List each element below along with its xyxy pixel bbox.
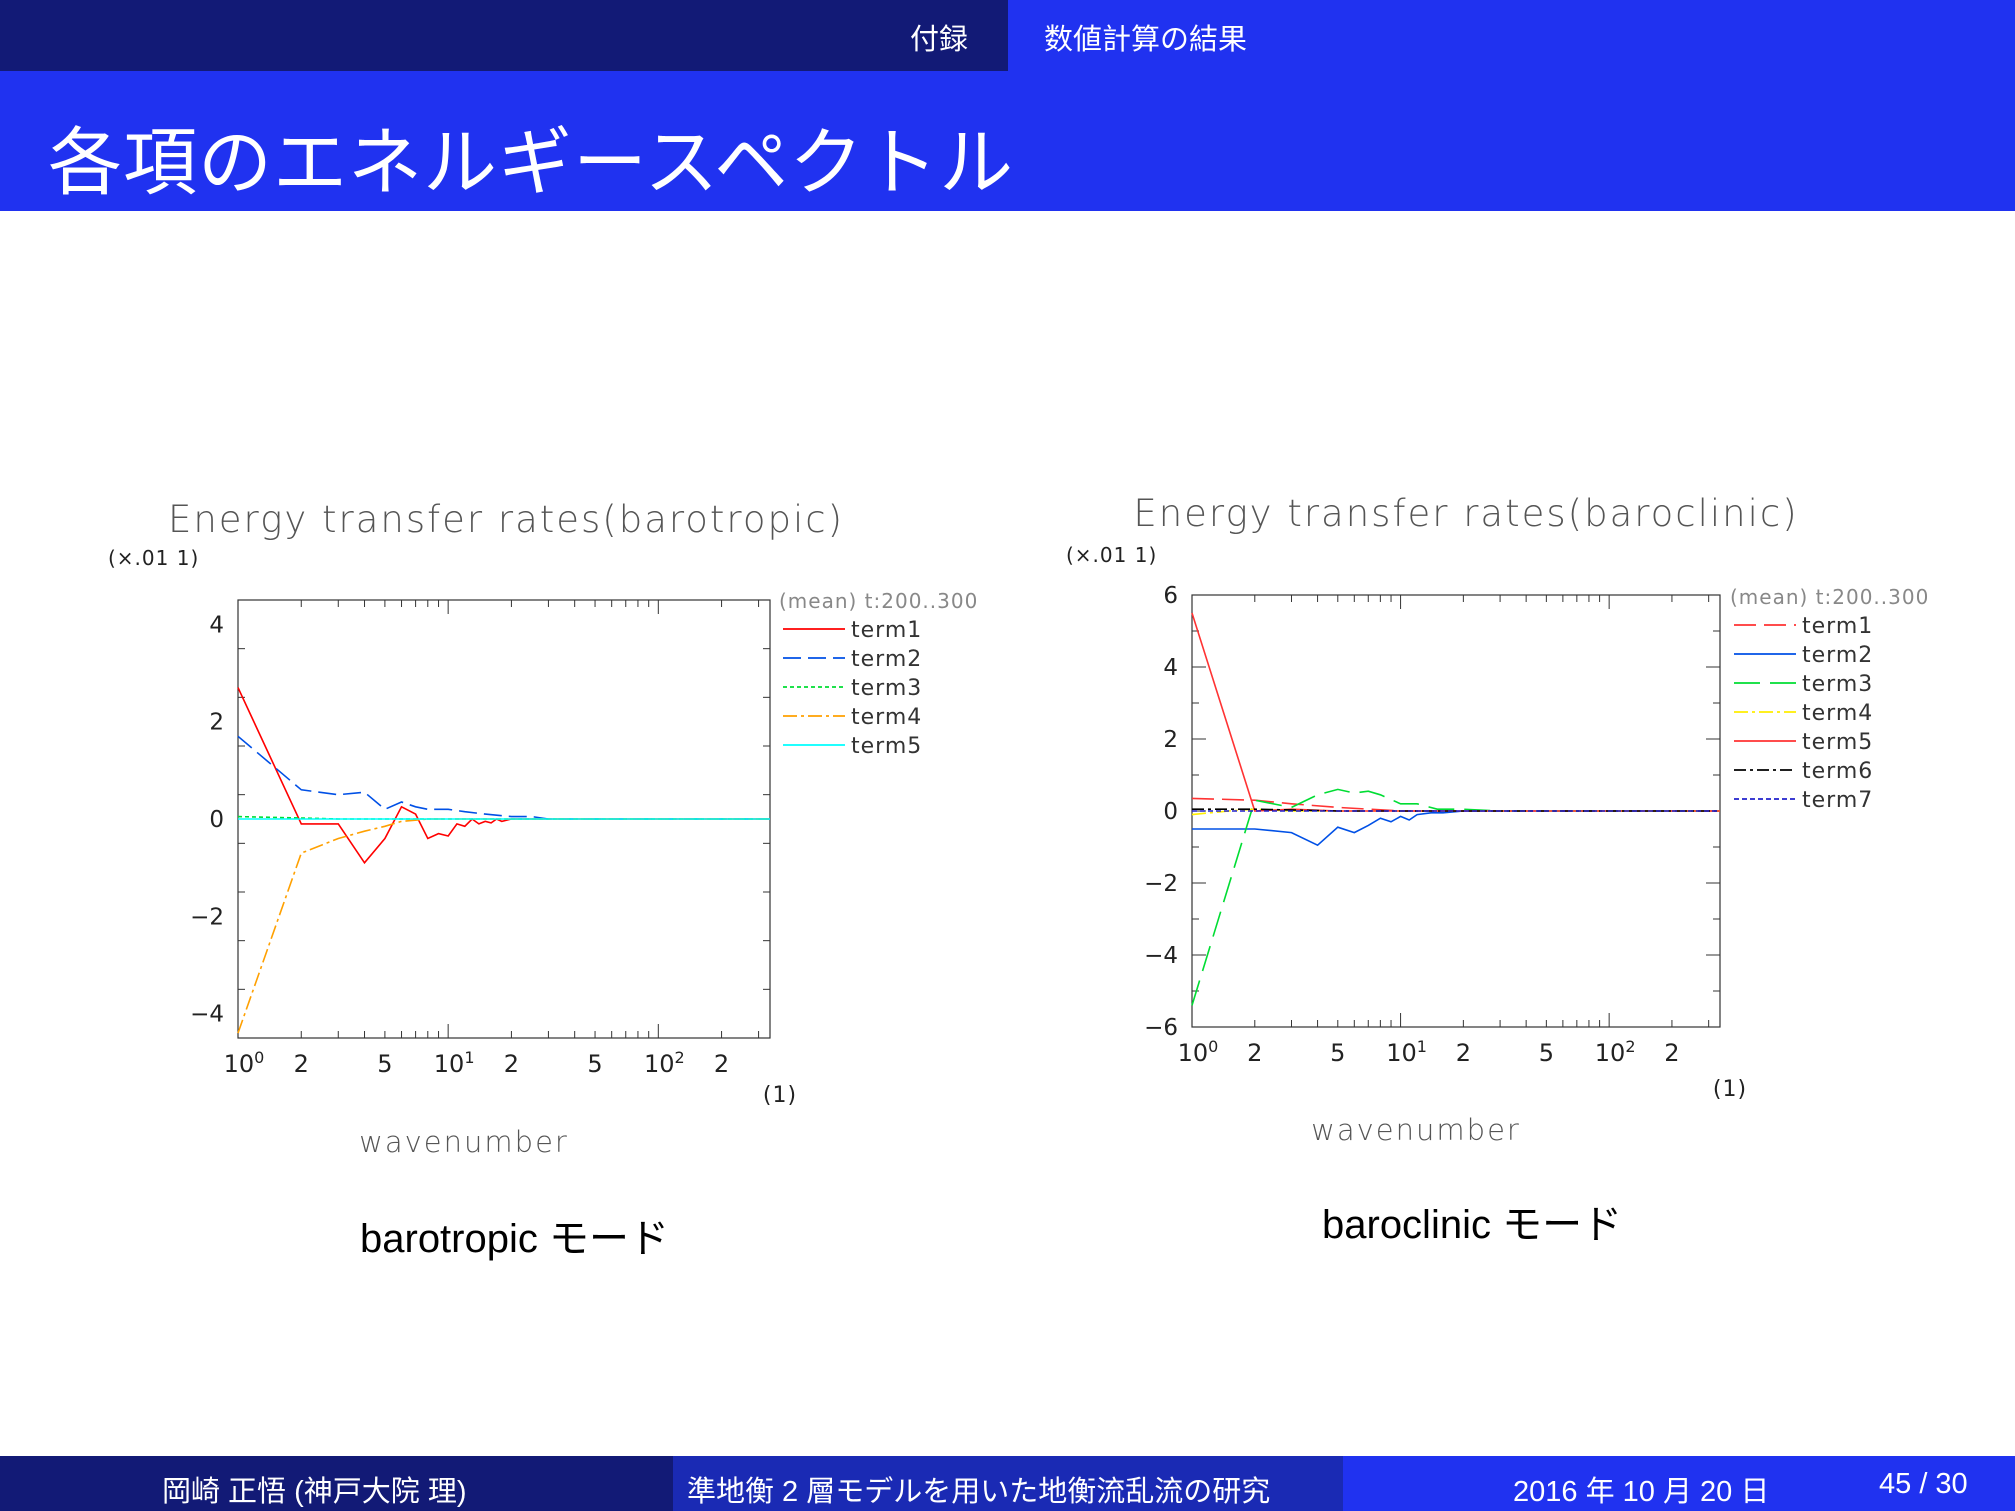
- y-tick-label: 2: [209, 710, 224, 736]
- legend-label-term1: term1: [1802, 614, 1873, 639]
- x-tick-label: 101: [434, 1048, 475, 1078]
- chart-title: Energy transfer rates(barotropic): [168, 498, 844, 541]
- x-tick-label: 2: [1664, 1039, 1679, 1067]
- series-line-term4: [237, 818, 770, 1034]
- y-tick-label: 0: [1163, 799, 1178, 825]
- x-tick-label: 5: [377, 1050, 392, 1078]
- caption-baroclinic: baroclinic モード: [1322, 1203, 1623, 1247]
- x-axis-label: wavenumber: [1311, 1113, 1521, 1147]
- x-tick-label: 100: [224, 1048, 265, 1078]
- section-appendix[interactable]: 付録: [910, 22, 969, 56]
- legend-label-term5: term5: [1802, 730, 1873, 755]
- series-line-term1: [237, 687, 770, 865]
- y-tick-label: 2: [1163, 727, 1178, 753]
- footer-talk-title: 準地衡 2 層モデルを用いた地衡流乱流の研究: [687, 1476, 1271, 1508]
- caption-barotropic: barotropic モード: [360, 1217, 669, 1261]
- x-tick-label: 2: [714, 1050, 729, 1078]
- x-unit-label: (1): [1713, 1077, 1747, 1102]
- series-line-term2: [1192, 810, 1720, 847]
- y-scale-note: (×.01 1): [108, 546, 199, 570]
- x-tick-label: 5: [587, 1050, 602, 1078]
- chart-baroclinic: Energy transfer rates(baroclinic) (×.01 1…: [1066, 492, 1929, 1147]
- y-tick-label: −4: [190, 1002, 224, 1028]
- y-tick-label: −4: [1144, 943, 1178, 969]
- y-tick-label: 0: [209, 807, 224, 833]
- legend-label-term1: term1: [851, 618, 922, 643]
- header-nav: 付録 数値計算の結果: [0, 0, 2015, 71]
- legend-label-term2: term2: [851, 647, 922, 672]
- legend-label-term7: term7: [1802, 788, 1873, 813]
- y-tick-label: 6: [1163, 583, 1178, 609]
- x-tick-label: 2: [294, 1050, 309, 1078]
- x-tick-label: 101: [1386, 1037, 1427, 1067]
- series-line-term2: [237, 735, 770, 820]
- x-unit-label: (1): [763, 1083, 797, 1108]
- page-number: 45 / 30: [1879, 1468, 1968, 1500]
- footer: 岡崎 正悟 (神戸大院 理) 準地衡 2 層モデルを用いた地衡流乱流の研究 20…: [0, 1456, 2015, 1511]
- footer-author: 岡崎 正悟 (神戸大院 理): [162, 1476, 467, 1508]
- x-axis-label: wavenumber: [359, 1125, 569, 1159]
- x-tick-label: 100: [1178, 1037, 1219, 1067]
- x-tick-label: 5: [1330, 1039, 1345, 1067]
- footer-date: 2016 年 10 月 20 日: [1513, 1476, 1770, 1508]
- footer-title-segment: 準地衡 2 層モデルを用いた地衡流乱流の研究: [673, 1456, 1343, 1511]
- legend-label-term4: term4: [1802, 701, 1873, 726]
- legend-label-term4: term4: [851, 705, 922, 730]
- legend-label-term5: term5: [851, 734, 922, 759]
- y-tick-label: 4: [1163, 655, 1178, 681]
- figure-barotropic: Energy transfer rates(barotropic) (×.01 1…: [88, 480, 1038, 1160]
- y-scale-note: (×.01 1): [1066, 543, 1157, 567]
- header-nav-active: 数値計算の結果: [1008, 0, 2015, 71]
- series-line-term3: [1191, 788, 1720, 1006]
- legend-label-term3: term3: [1802, 672, 1873, 697]
- legend-label-term6: term6: [1802, 759, 1873, 784]
- series-line-term6: [1192, 808, 1720, 812]
- title-bar: 各項のエネルギースペクトル: [0, 71, 2015, 211]
- x-tick-label: 2: [504, 1050, 519, 1078]
- figure-baroclinic: Energy transfer rates(baroclinic) (×.01 1…: [1048, 474, 1988, 1154]
- chart-barotropic: Energy transfer rates(barotropic) (×.01 1…: [108, 498, 978, 1159]
- y-tick-label: −2: [1144, 871, 1178, 897]
- x-tick-label: 2: [1247, 1039, 1262, 1067]
- page-title: 各項のエネルギースペクトル: [48, 120, 1015, 206]
- y-tick-label: 4: [209, 612, 224, 638]
- legend-header: (mean) t:200..300: [1730, 585, 1929, 609]
- legend-label-term2: term2: [1802, 643, 1873, 668]
- x-tick-label: 2: [1456, 1039, 1471, 1067]
- footer-date-segment: 2016 年 10 月 20 日 45 / 30: [1343, 1456, 2015, 1511]
- y-tick-label: −6: [1144, 1015, 1178, 1041]
- y-tick-label: −2: [190, 904, 224, 930]
- series-line-term3: [237, 815, 770, 820]
- footer-author-segment: 岡崎 正悟 (神戸大院 理): [0, 1456, 673, 1511]
- chart-title: Energy transfer rates(baroclinic): [1133, 492, 1798, 535]
- series-line-term5: [1191, 612, 1720, 812]
- legend-label-term3: term3: [851, 676, 922, 701]
- x-tick-label: 102: [644, 1048, 685, 1078]
- section-results[interactable]: 数値計算の結果: [1044, 22, 1248, 56]
- x-tick-label: 102: [1595, 1037, 1636, 1067]
- legend-header: (mean) t:200..300: [779, 589, 978, 613]
- x-tick-label: 5: [1539, 1039, 1554, 1067]
